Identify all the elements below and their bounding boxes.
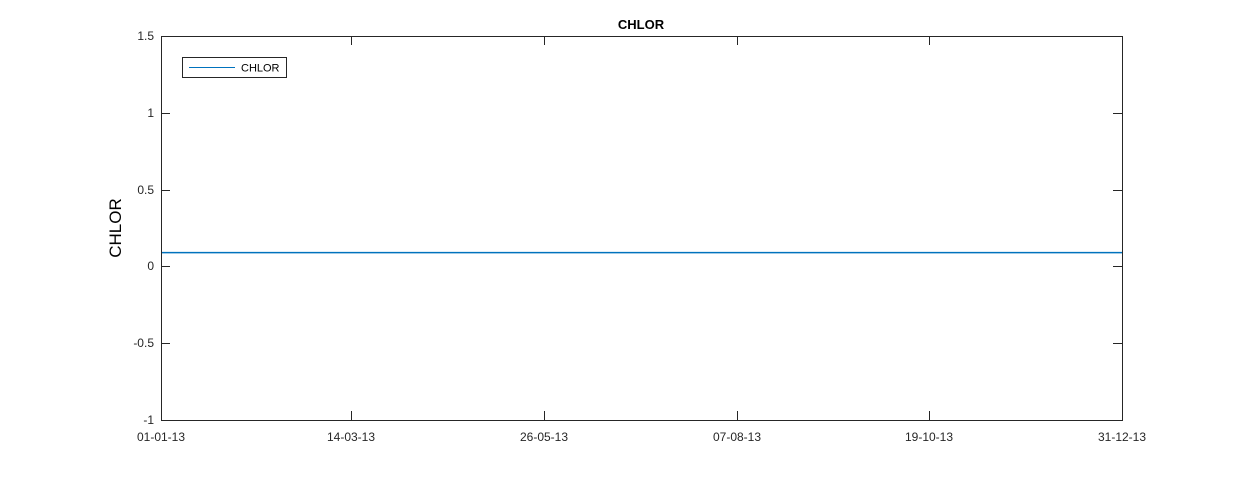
chart-title: CHLOR <box>618 17 665 32</box>
x-tick-label: 19-10-13 <box>905 430 953 444</box>
x-tick-label: 26-05-13 <box>520 430 568 444</box>
plot-frame <box>161 36 1123 421</box>
x-tick-label: 31-12-13 <box>1098 430 1146 444</box>
x-tick-label: 01-01-13 <box>137 430 185 444</box>
x-tick-label: 14-03-13 <box>327 430 375 444</box>
y-tick-label: 0.5 <box>137 183 154 197</box>
y-tick-label: 0 <box>147 259 154 273</box>
x-tick-label: 07-08-13 <box>713 430 761 444</box>
y-axis-label: CHLOR <box>106 198 125 258</box>
y-axis: -1 -0.5 0 0.5 1 1.5 <box>133 29 1122 427</box>
y-tick-label: -1 <box>143 413 154 427</box>
plot-area <box>161 36 1122 420</box>
x-axis: 01-01-13 14-03-13 26-05-13 07-08-13 19-10-13… <box>137 36 1146 444</box>
y-tick-label: 1.5 <box>137 29 154 43</box>
y-tick-label: 1 <box>147 106 154 120</box>
legend: CHLOR <box>182 57 287 78</box>
y-tick-label: -0.5 <box>133 336 154 350</box>
legend-label-chlor: CHLOR <box>241 63 280 75</box>
